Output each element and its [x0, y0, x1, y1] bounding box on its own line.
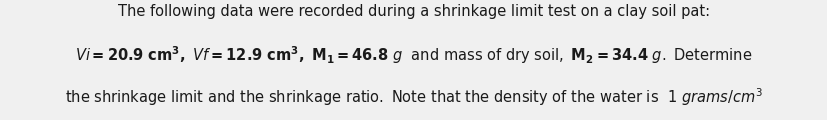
Text: The following data were recorded during a shrinkage limit test on a clay soil pa: The following data were recorded during … [117, 4, 710, 19]
Text: $\mathbf{\mathit{Vi}}$$\mathbf{= 20.9}$$\mathbf{\ cm^3}$$\mathbf{,\ }$$\mathbf{\: $\mathbf{\mathit{Vi}}$$\mathbf{= 20.9}$$… [75, 44, 752, 66]
Text: $\rm{the\ shrinkage\ limit\ and\ the\ shrinkage\ ratio.\ Note\ that\ the\ densit: $\rm{the\ shrinkage\ limit\ and\ the\ sh… [65, 86, 762, 108]
